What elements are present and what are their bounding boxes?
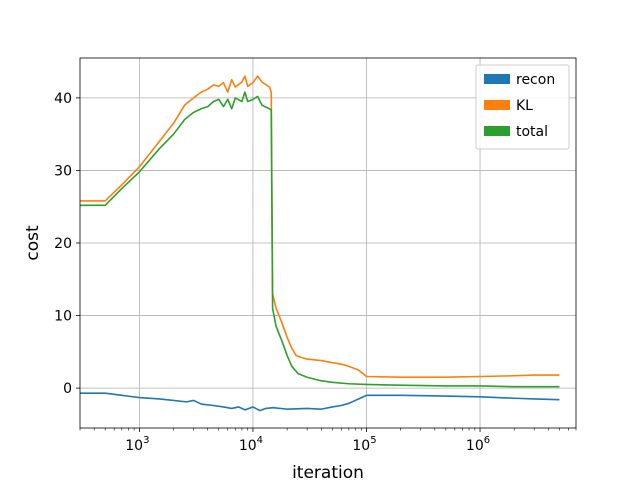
y-tick-label: 10 <box>54 309 72 325</box>
y-tick-label: 30 <box>54 163 72 179</box>
legend-swatch-total <box>484 126 510 136</box>
legend: recon KL total <box>475 64 570 150</box>
legend-label-kl: KL <box>516 98 533 114</box>
y-axis-ticks: 0 10 20 30 40 <box>54 91 80 397</box>
x-axis-label: iteration <box>292 463 364 480</box>
y-tick-label: 20 <box>54 236 72 252</box>
legend-label-recon: recon <box>516 72 555 88</box>
series-line-recon <box>80 392 560 412</box>
x-tick-label: 106 <box>466 435 490 454</box>
series-line-total <box>80 91 560 388</box>
series-line-kl <box>80 75 560 379</box>
x-tick-label: 105 <box>352 435 376 454</box>
legend-swatch-kl <box>484 100 510 110</box>
legend-label-total: total <box>516 124 548 140</box>
series-layer <box>80 75 560 412</box>
y-axis-label: cost <box>23 225 43 261</box>
y-tick-label: 40 <box>54 91 72 107</box>
x-axis-ticks: 103 104 105 106 <box>79 428 577 454</box>
x-tick-label: 104 <box>239 435 263 454</box>
legend-swatch-recon <box>484 74 510 84</box>
x-tick-label: 103 <box>125 435 149 454</box>
y-tick-label: 0 <box>63 381 72 397</box>
